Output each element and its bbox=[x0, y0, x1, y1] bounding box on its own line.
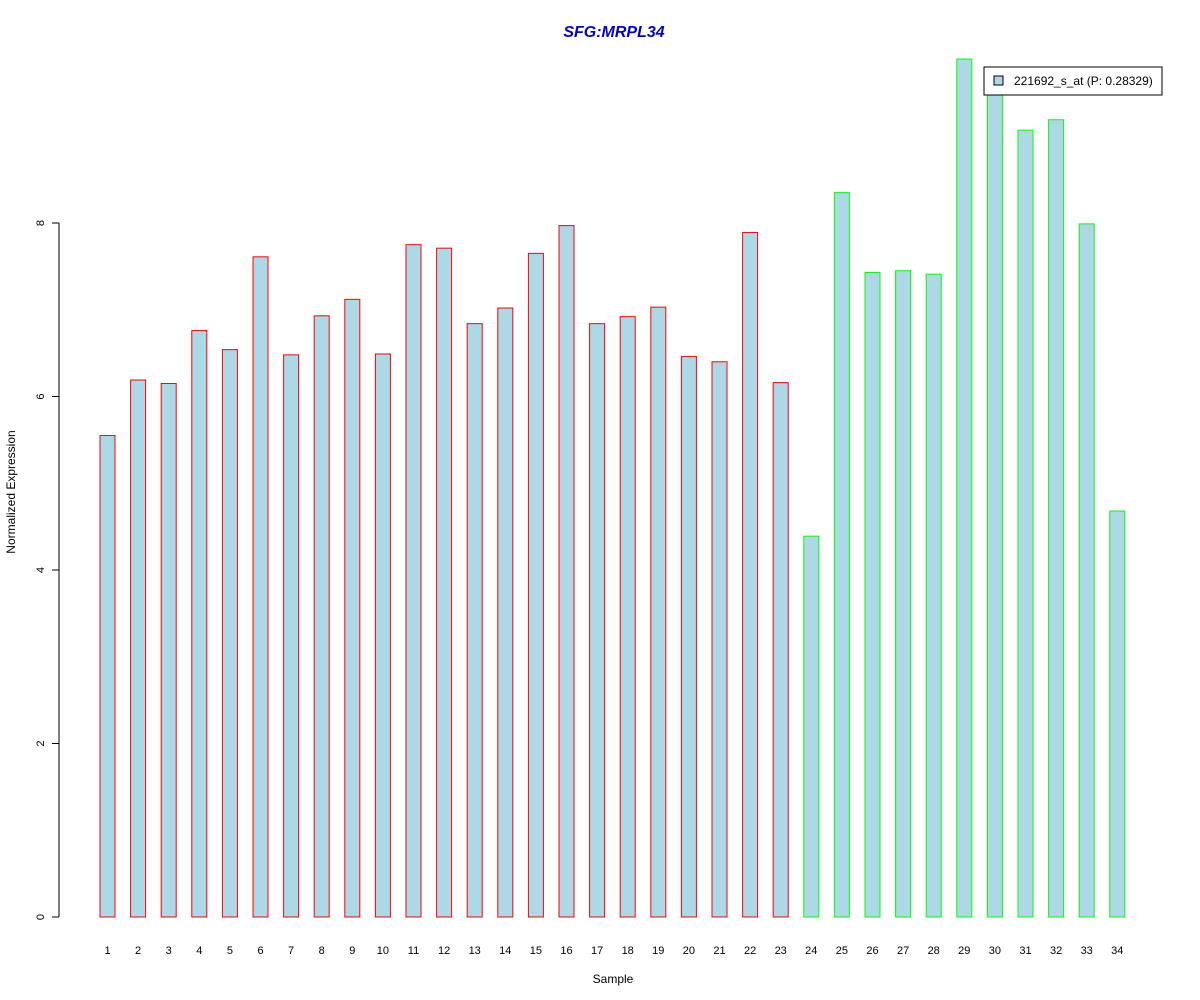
bar-sample-1 bbox=[99, 435, 116, 918]
bar-sample-5 bbox=[221, 349, 238, 918]
x-tick-label: 19 bbox=[652, 945, 664, 957]
bar-sample-19 bbox=[650, 306, 667, 918]
bar-sample-33 bbox=[1078, 223, 1095, 918]
bar-sample-9 bbox=[344, 298, 361, 918]
y-tick-label: 8 bbox=[35, 220, 47, 226]
bar-sample-32 bbox=[1048, 119, 1065, 918]
y-axis: 0 2 4 6 8 bbox=[35, 220, 60, 920]
bar-sample-15 bbox=[527, 252, 544, 918]
bar-sample-7 bbox=[283, 354, 300, 918]
x-tick-label: 29 bbox=[958, 945, 970, 957]
bar-sample-21 bbox=[711, 361, 728, 918]
bar-sample-8 bbox=[313, 315, 330, 918]
legend-label: 221692_s_at (P: 0.28329) bbox=[1014, 74, 1153, 88]
x-tick-label: 32 bbox=[1050, 945, 1062, 957]
x-tick-label: 13 bbox=[469, 945, 481, 957]
bar-sample-34 bbox=[1109, 510, 1126, 918]
x-tick-label: 21 bbox=[713, 945, 725, 957]
x-tick-label: 28 bbox=[928, 945, 940, 957]
x-tick-label: 10 bbox=[377, 945, 389, 957]
x-tick-label: 20 bbox=[683, 945, 695, 957]
x-tick-label: 31 bbox=[1019, 945, 1031, 957]
x-tick-label: 8 bbox=[319, 945, 325, 957]
bar-sample-31 bbox=[1017, 129, 1034, 918]
x-tick-label: 24 bbox=[805, 945, 817, 957]
bar-sample-12 bbox=[436, 247, 453, 918]
bar-sample-26 bbox=[864, 271, 881, 918]
x-tick-label: 30 bbox=[989, 945, 1001, 957]
bar-sample-17 bbox=[589, 323, 606, 918]
x-tick-label: 12 bbox=[438, 945, 450, 957]
x-tick-label: 5 bbox=[227, 945, 233, 957]
bar-sample-18 bbox=[619, 316, 636, 918]
bar-sample-4 bbox=[191, 330, 208, 918]
bar-sample-28 bbox=[925, 273, 942, 918]
x-tick-label: 33 bbox=[1081, 945, 1093, 957]
bar-sample-14 bbox=[497, 307, 514, 918]
bar-sample-27 bbox=[895, 270, 912, 918]
bar-sample-6 bbox=[252, 256, 269, 918]
bar-sample-16 bbox=[558, 225, 575, 918]
x-tick-label: 16 bbox=[560, 945, 572, 957]
x-tick-label: 9 bbox=[349, 945, 355, 957]
x-axis-label: Sample bbox=[593, 972, 634, 986]
x-tick-label: 3 bbox=[166, 945, 172, 957]
legend-box bbox=[983, 66, 1163, 96]
x-tick-label: 27 bbox=[897, 945, 909, 957]
bar-sample-29 bbox=[956, 58, 973, 918]
bar-sample-11 bbox=[405, 244, 422, 918]
y-tick-label: 2 bbox=[35, 740, 47, 746]
chart-title: SFG:MRPL34 bbox=[563, 24, 664, 41]
bars-group bbox=[99, 58, 1126, 918]
y-tick-label: 6 bbox=[35, 393, 47, 399]
bar-sample-30 bbox=[986, 88, 1003, 918]
x-tick-label: 23 bbox=[775, 945, 787, 957]
y-tick-label: 0 bbox=[35, 914, 47, 920]
bar-sample-3 bbox=[160, 382, 177, 918]
bar-sample-20 bbox=[680, 356, 697, 918]
x-tick-label: 34 bbox=[1111, 945, 1123, 957]
bar-sample-22 bbox=[742, 232, 759, 918]
x-tick-label: 15 bbox=[530, 945, 542, 957]
x-tick-label: 25 bbox=[836, 945, 848, 957]
bar-sample-13 bbox=[466, 323, 483, 918]
x-tick-label: 18 bbox=[622, 945, 634, 957]
bar-sample-24 bbox=[803, 535, 820, 918]
legend: 221692_s_at (P: 0.28329) bbox=[983, 66, 1163, 96]
x-tick-labels: 1 2 3 4 5 6 7 8 9 10 11 12 13 14 15 16 17 18 19 20 21 22 23 24 2… bbox=[104, 945, 1123, 957]
x-tick-label: 11 bbox=[408, 945, 419, 957]
legend-swatch bbox=[993, 75, 1004, 86]
x-tick-label: 7 bbox=[288, 945, 294, 957]
x-tick-label: 22 bbox=[744, 945, 756, 957]
x-tick-label: 1 bbox=[104, 945, 110, 957]
x-tick-label: 6 bbox=[257, 945, 263, 957]
bar-sample-10 bbox=[374, 353, 391, 918]
y-axis-label: Normalized Expression bbox=[4, 430, 18, 553]
x-tick-label: 14 bbox=[499, 945, 511, 957]
x-tick-label: 26 bbox=[866, 945, 878, 957]
bar-sample-23 bbox=[772, 382, 789, 918]
bar-sample-25 bbox=[833, 192, 850, 918]
x-tick-label: 2 bbox=[135, 945, 141, 957]
x-tick-label: 17 bbox=[591, 945, 603, 957]
y-tick-label: 4 bbox=[35, 567, 47, 573]
x-tick-label: 4 bbox=[196, 945, 202, 957]
bar-sample-2 bbox=[130, 379, 147, 918]
